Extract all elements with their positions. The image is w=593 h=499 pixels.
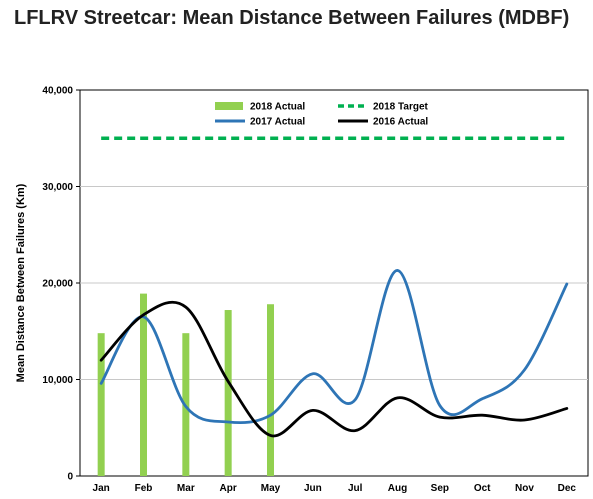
- x-tick-label: Dec: [558, 483, 577, 494]
- gridlines: [80, 186, 588, 380]
- x-tick-label: May: [261, 483, 281, 494]
- legend-label-2016-actual: 2016 Actual: [373, 117, 428, 128]
- x-tick-label: Mar: [177, 483, 195, 494]
- bar-2018-actual: [140, 293, 147, 476]
- line-2017-actual: [99, 269, 569, 425]
- y-axis-title: Mean Distance Between Failures (Km): [15, 183, 27, 382]
- x-tick-label: Apr: [220, 483, 237, 494]
- x-tick-label: Oct: [474, 483, 491, 494]
- legend-label-2018-target: 2018 Target: [373, 102, 429, 113]
- legend-swatch-2018-actual: [215, 102, 243, 110]
- y-tick-label: 20,000: [42, 279, 73, 290]
- y-tick-label: 0: [67, 472, 73, 483]
- y-tick-label: 40,000: [42, 86, 73, 97]
- x-tick-label: Nov: [515, 483, 534, 494]
- bar-2018-actual: [267, 304, 274, 476]
- y-tick-label: 30,000: [42, 182, 73, 193]
- series-lines: [99, 136, 569, 438]
- chart-title: LFLRV Streetcar: Mean Distance Between F…: [14, 7, 570, 29]
- y-axis-ticks: 0 10,000 20,000 30,000 40,000: [42, 86, 80, 483]
- legend: 2018 Actual 2018 Target 2017 Actual 2016 Ac…: [215, 102, 429, 128]
- x-tick-label: Sep: [431, 483, 449, 494]
- line-2016-actual: [99, 300, 569, 438]
- x-tick-label: Jan: [93, 483, 110, 494]
- bar-2018-actual: [97, 333, 105, 476]
- x-tick-label: Feb: [135, 483, 153, 494]
- x-tick-label: Jun: [304, 483, 322, 494]
- bar-2018-actual: [224, 310, 232, 476]
- x-tick-label: Jul: [348, 483, 363, 494]
- legend-label-2018-actual: 2018 Actual: [250, 102, 305, 113]
- y-tick-label: 10,000: [42, 375, 73, 386]
- legend-label-2017-actual: 2017 Actual: [250, 117, 305, 128]
- x-tick-label: Aug: [388, 483, 407, 494]
- x-axis-ticks: Jan Feb Mar Apr May Jun Jul Aug Sep Oct Nov Dec: [93, 483, 577, 494]
